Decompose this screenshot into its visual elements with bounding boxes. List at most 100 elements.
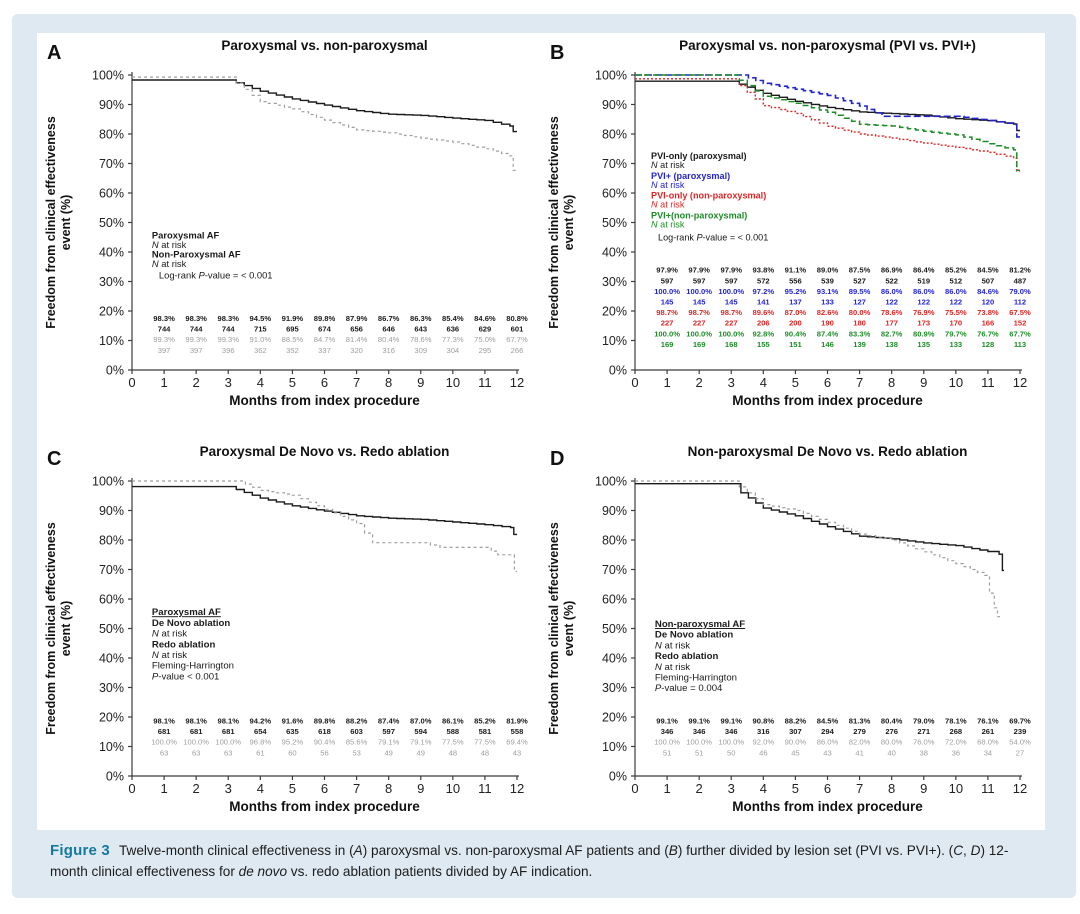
svg-text:10%: 10% — [99, 740, 124, 754]
svg-text:90.0%: 90.0% — [785, 738, 807, 747]
svg-text:79.7%: 79.7% — [945, 329, 967, 338]
svg-text:572: 572 — [757, 276, 770, 285]
svg-text:294: 294 — [821, 727, 834, 736]
svg-text:6: 6 — [321, 375, 328, 390]
svg-text:100.0%: 100.0% — [718, 329, 744, 338]
svg-text:0: 0 — [128, 375, 135, 390]
svg-text:177: 177 — [885, 319, 898, 328]
svg-text:1: 1 — [160, 781, 167, 796]
svg-text:event (%): event (%) — [59, 195, 73, 251]
svg-text:8: 8 — [888, 375, 895, 390]
svg-text:674: 674 — [318, 325, 331, 334]
svg-text:3: 3 — [225, 781, 232, 796]
svg-text:141: 141 — [757, 297, 770, 306]
svg-text:558: 558 — [511, 727, 524, 736]
svg-text:206: 206 — [757, 319, 770, 328]
svg-text:54.0%: 54.0% — [1009, 738, 1031, 747]
svg-text:90%: 90% — [602, 504, 627, 518]
svg-text:100%: 100% — [595, 68, 627, 82]
svg-text:151: 151 — [789, 340, 802, 349]
svg-text:0: 0 — [128, 781, 135, 796]
svg-text:40%: 40% — [602, 651, 627, 665]
svg-text:90%: 90% — [602, 98, 627, 112]
svg-text:4: 4 — [760, 375, 767, 390]
svg-text:Fleming-Harrington: Fleming-Harrington — [152, 661, 234, 672]
svg-text:362: 362 — [254, 346, 267, 355]
svg-text:50%: 50% — [602, 622, 627, 636]
svg-text:50%: 50% — [99, 622, 124, 636]
svg-text:166: 166 — [982, 319, 995, 328]
svg-text:30%: 30% — [99, 275, 124, 289]
svg-text:86.0%: 86.0% — [817, 738, 839, 747]
km-chart-a: A Paroxysmal vs. non-paroxysmal100%90%80%… — [44, 38, 528, 408]
svg-text:43: 43 — [823, 748, 831, 757]
svg-text:5: 5 — [792, 781, 799, 796]
svg-text:75.5%: 75.5% — [945, 308, 967, 317]
svg-text:2: 2 — [696, 781, 703, 796]
svg-text:90%: 90% — [99, 504, 124, 518]
svg-text:122: 122 — [949, 297, 962, 306]
svg-text:30%: 30% — [99, 681, 124, 695]
svg-text:85.6%: 85.6% — [346, 738, 368, 747]
svg-text:681: 681 — [190, 727, 203, 736]
svg-text:80.4%: 80.4% — [881, 716, 903, 725]
panel-c: C Paroxysmal De Novo vs. Redo ablation 100… — [39, 441, 544, 843]
svg-text:PVI+(non-paroxysmal): PVI+(non-paroxysmal) — [651, 210, 747, 220]
svg-text:618: 618 — [318, 727, 331, 736]
svg-text:1: 1 — [663, 781, 670, 796]
svg-text:20%: 20% — [99, 304, 124, 318]
svg-text:100.0%: 100.0% — [654, 287, 680, 296]
svg-text:168: 168 — [725, 340, 738, 349]
svg-text:7: 7 — [856, 781, 863, 796]
svg-text:67.7%: 67.7% — [506, 335, 528, 344]
svg-text:169: 169 — [661, 340, 674, 349]
svg-text:81.2%: 81.2% — [1009, 266, 1031, 275]
svg-text:84.5%: 84.5% — [977, 266, 999, 275]
svg-text:87.4%: 87.4% — [378, 716, 400, 725]
svg-text:0%: 0% — [106, 769, 124, 783]
svg-text:98.1%: 98.1% — [153, 716, 175, 725]
svg-text:97.9%: 97.9% — [688, 266, 710, 275]
svg-text:N at risk: N at risk — [651, 180, 685, 190]
svg-text:337: 337 — [318, 346, 331, 355]
svg-text:87.9%: 87.9% — [346, 314, 368, 323]
svg-text:50%: 50% — [99, 216, 124, 230]
svg-text:87.0%: 87.0% — [785, 308, 807, 317]
svg-text:100.0%: 100.0% — [183, 738, 209, 747]
svg-text:92.8%: 92.8% — [753, 329, 775, 338]
svg-text:307: 307 — [789, 727, 802, 736]
svg-text:77.3%: 77.3% — [442, 335, 464, 344]
svg-text:86.0%: 86.0% — [881, 287, 903, 296]
svg-text:86.4%: 86.4% — [913, 266, 935, 275]
svg-text:78.6%: 78.6% — [881, 308, 903, 317]
svg-text:81.3%: 81.3% — [849, 716, 871, 725]
svg-text:100%: 100% — [92, 68, 124, 82]
svg-text:309: 309 — [414, 346, 427, 355]
svg-text:100.0%: 100.0% — [718, 738, 744, 747]
svg-text:539: 539 — [821, 276, 834, 285]
svg-text:81.9%: 81.9% — [506, 716, 528, 725]
svg-text:36: 36 — [952, 748, 960, 757]
svg-text:635: 635 — [286, 727, 299, 736]
svg-text:190: 190 — [821, 319, 834, 328]
svg-text:99.3%: 99.3% — [185, 335, 207, 344]
figure-caption-text: Twelve-month clinical effectiveness in (… — [50, 843, 1009, 879]
svg-text:87.5%: 87.5% — [849, 266, 871, 275]
svg-text:N at risk: N at risk — [651, 160, 685, 170]
svg-text:12: 12 — [1013, 781, 1027, 796]
km-chart-c: C Paroxysmal De Novo vs. Redo ablation100… — [44, 444, 528, 814]
svg-text:11: 11 — [981, 781, 995, 796]
svg-text:89.0%: 89.0% — [817, 266, 839, 275]
svg-text:100.0%: 100.0% — [686, 329, 712, 338]
svg-text:8: 8 — [385, 375, 392, 390]
svg-text:Paroxysmal De Novo vs. Redo ab: Paroxysmal De Novo vs. Redo ablation — [200, 444, 450, 459]
svg-text:744: 744 — [222, 325, 235, 334]
svg-text:60%: 60% — [99, 592, 124, 606]
svg-text:6: 6 — [824, 781, 831, 796]
svg-text:0: 0 — [631, 781, 638, 796]
svg-text:34: 34 — [984, 748, 992, 757]
svg-text:30%: 30% — [602, 275, 627, 289]
svg-text:Paroxysmal vs. non-paroxysmal: Paroxysmal vs. non-paroxysmal — [221, 38, 427, 53]
svg-text:B: B — [550, 42, 564, 64]
svg-text:60%: 60% — [602, 186, 627, 200]
